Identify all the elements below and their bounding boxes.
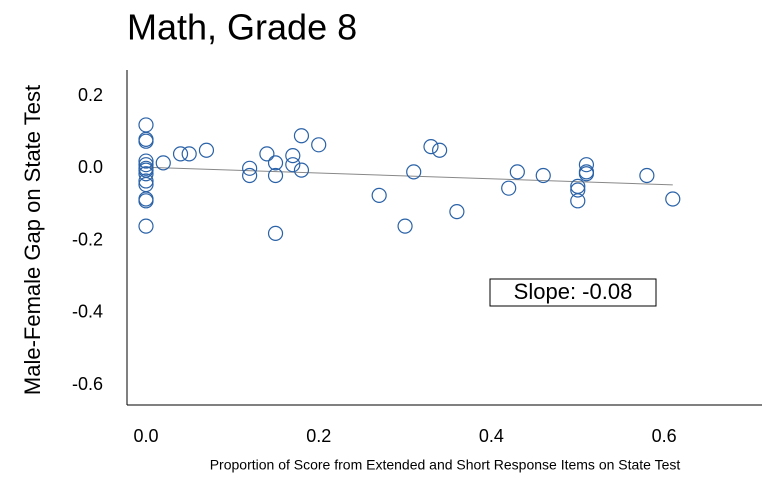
point bbox=[570, 193, 586, 209]
point bbox=[285, 157, 301, 173]
point bbox=[138, 218, 154, 234]
point bbox=[138, 117, 154, 133]
x-tick-label: 0.2 bbox=[306, 426, 331, 446]
point bbox=[138, 166, 154, 182]
annotation-box bbox=[489, 278, 657, 307]
point bbox=[509, 164, 525, 180]
point bbox=[578, 166, 595, 182]
point bbox=[242, 160, 258, 176]
point bbox=[371, 187, 387, 203]
x-tick-label: 0.0 bbox=[133, 426, 158, 446]
point bbox=[242, 167, 258, 184]
point bbox=[432, 142, 448, 158]
point bbox=[172, 146, 189, 162]
point bbox=[138, 193, 154, 209]
point bbox=[267, 167, 284, 184]
trend-line bbox=[145, 166, 673, 186]
point bbox=[423, 139, 439, 155]
point bbox=[267, 155, 284, 171]
point bbox=[267, 225, 284, 241]
point bbox=[198, 142, 215, 158]
y-tick-label: -0.4 bbox=[72, 302, 103, 322]
point bbox=[293, 128, 310, 144]
point bbox=[639, 167, 655, 184]
point bbox=[138, 157, 154, 173]
x-tick-label: 0.4 bbox=[479, 426, 504, 446]
point bbox=[535, 167, 551, 184]
point bbox=[406, 164, 422, 180]
annotation: Slope: -0.08 bbox=[514, 279, 633, 304]
y-tick-label: -0.6 bbox=[72, 374, 103, 394]
point bbox=[285, 148, 301, 164]
x-tick-label: 0.6 bbox=[652, 426, 677, 446]
point bbox=[501, 180, 517, 196]
point bbox=[181, 146, 197, 162]
point bbox=[578, 157, 595, 173]
point bbox=[570, 182, 586, 198]
y-axis-label: Male-Female Gap on State Test bbox=[20, 85, 45, 395]
point bbox=[259, 146, 275, 162]
y-tick-label: 0.0 bbox=[78, 157, 103, 177]
chart-title: Math, Grade 8 bbox=[127, 7, 357, 48]
x-axis-label: Proportion of Score from Extended and Sh… bbox=[210, 457, 681, 473]
y-tick-label: 0.2 bbox=[78, 85, 103, 105]
point bbox=[138, 176, 154, 193]
point bbox=[138, 173, 154, 189]
point bbox=[138, 133, 154, 149]
y-tick-label: -0.2 bbox=[72, 229, 103, 249]
point bbox=[665, 191, 681, 207]
point bbox=[293, 162, 310, 178]
point bbox=[138, 153, 154, 169]
point bbox=[155, 155, 171, 171]
point bbox=[311, 137, 327, 153]
point bbox=[397, 218, 413, 234]
point bbox=[449, 204, 465, 220]
